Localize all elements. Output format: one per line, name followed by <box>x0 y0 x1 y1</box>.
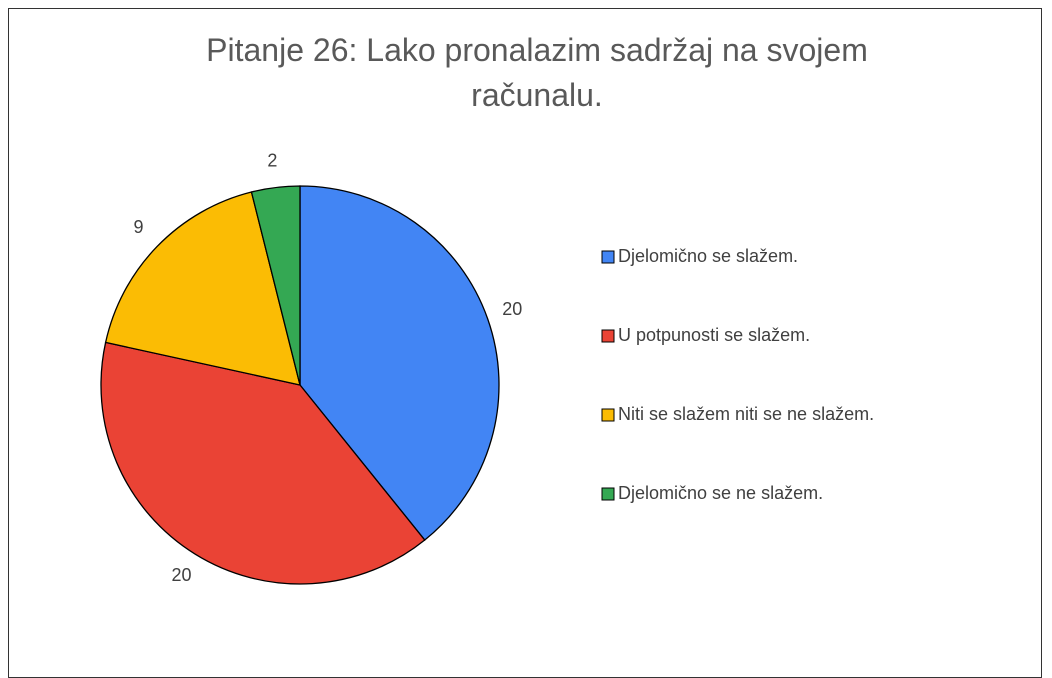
legend-label: Niti se slažem niti se ne slažem. <box>618 404 874 424</box>
data-label: 20 <box>502 299 522 319</box>
data-label: 2 <box>267 150 277 170</box>
pie-slice <box>104 191 301 386</box>
pie-slice <box>100 341 426 585</box>
pie-slice <box>250 185 301 386</box>
legend-label: Djelomično se ne slažem. <box>618 483 823 503</box>
legend-swatch <box>601 408 615 422</box>
data-label: 9 <box>133 217 143 237</box>
legend-swatch <box>601 329 615 343</box>
legend-swatch <box>601 250 615 264</box>
pie-slice <box>299 185 500 541</box>
data-label: 20 <box>172 565 192 585</box>
chart-title: Pitanje 26: Lako pronalazim sadržaj na s… <box>206 32 868 113</box>
legend-label: Djelomično se slažem. <box>618 246 798 266</box>
legend-swatch <box>601 487 615 501</box>
legend-label: U potpunosti se slažem. <box>618 325 810 345</box>
